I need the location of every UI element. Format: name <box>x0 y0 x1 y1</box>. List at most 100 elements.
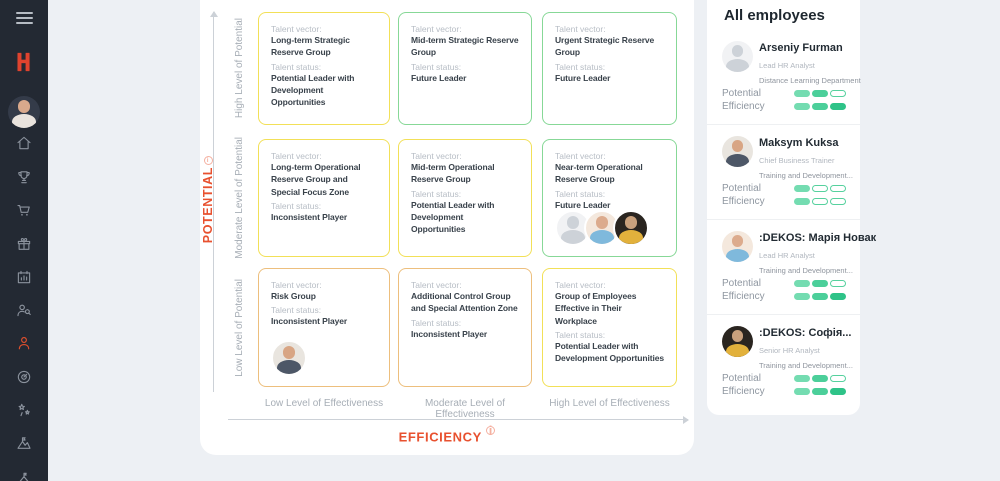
employee-role: Senior HR Analyst <box>759 346 820 355</box>
potential-axis-arrow <box>209 11 218 392</box>
employee-card[interactable]: Maksym Kuksa Chief Business Trainer Trai… <box>707 125 860 220</box>
talent-status-value: Potential Leader with Development Opport… <box>411 199 495 235</box>
efficiency-axis-title: EFFICIENCY <box>200 426 694 446</box>
potential-row: Potential <box>722 182 846 194</box>
matrix-cell-moderate-high[interactable]: Talent vector: Near-term Operational Res… <box>542 139 677 257</box>
level-pill <box>812 89 828 97</box>
potential-row: Potential <box>722 87 846 99</box>
profile-avatar-button[interactable] <box>0 95 48 129</box>
talent-status-value: Potential Leader with Development Opport… <box>271 72 355 108</box>
talent-vector-value: Urgent Strategic Reserve Group <box>555 35 655 58</box>
talent-status-label: Talent status: <box>271 305 322 316</box>
sidebar-item-goals[interactable] <box>0 368 48 386</box>
level-pill <box>794 184 810 192</box>
employee-name: :DEKOS: Марія Новак <box>759 232 877 244</box>
potential-label: Potential <box>722 277 761 289</box>
potential-label: Potential <box>722 372 761 384</box>
matrix-cell-moderate-moderate[interactable]: Talent vector: Mid-term Operational Rese… <box>398 139 532 257</box>
sidebar-item-reports[interactable] <box>0 268 48 286</box>
employee-avatar <box>722 136 753 167</box>
matrix-cell-low-high[interactable]: Talent vector: Group of Employees Effect… <box>542 268 677 387</box>
talent-vector-value: Risk Group <box>271 291 316 301</box>
app-logo[interactable]: H <box>0 44 48 80</box>
matrix-cell-moderate-low[interactable]: Talent vector: Long-term Operational Res… <box>258 139 390 257</box>
talent-vector-value: Mid-term Strategic Reserve Group <box>411 35 519 58</box>
potential-row: Potential <box>722 372 846 384</box>
employee-avatar <box>722 326 753 357</box>
talent-status-label: Talent status: <box>555 61 606 72</box>
matrix-cell-low-moderate[interactable]: Talent vector: Additional Control Group … <box>398 268 532 387</box>
matrix-cell-high-low[interactable]: Talent vector: Long-term Strategic Reser… <box>258 12 390 125</box>
info-icon[interactable] <box>486 426 496 435</box>
employee-avatar <box>722 41 753 72</box>
employee-role: Lead HR Analyst <box>759 251 815 260</box>
sidebar-item-talent-search[interactable] <box>0 301 48 319</box>
talent-vector-label: Talent vector: <box>555 151 606 161</box>
employee-avatar[interactable] <box>271 340 307 376</box>
efficiency-row: Efficiency <box>722 100 846 112</box>
info-icon[interactable] <box>203 156 213 166</box>
efficiency-pills <box>794 102 846 110</box>
employee-card[interactable]: :DEKOS: Марія Новак Lead HR Analyst Trai… <box>707 220 876 315</box>
efficiency-label: Efficiency <box>722 100 765 112</box>
employees-panel: All employees Arseniy Furman Lead HR Ana… <box>707 0 876 415</box>
employee-card[interactable]: :DEKOS: Софія... Senior HR Analyst Train… <box>707 315 860 410</box>
sidebar-item-employees[interactable] <box>0 334 48 352</box>
level-pill <box>830 184 846 192</box>
y-level-high: High Level of Potential <box>233 18 245 119</box>
employee-card[interactable]: Arseniy Furman Lead HR Analyst Distance … <box>707 30 861 125</box>
sidebar-item-home[interactable] <box>0 134 48 152</box>
level-pill <box>830 197 846 205</box>
talent-status-label: Talent status: <box>411 317 462 328</box>
logo-letter: H <box>15 47 33 77</box>
cell-avatar-group <box>271 340 307 376</box>
employee-icon <box>18 337 30 350</box>
team-search-icon <box>17 304 31 317</box>
efficiency-pills <box>794 197 846 205</box>
talent-vector-value: Long-term Operational Reserve Group and … <box>271 162 361 197</box>
talent-status-label: Talent status: <box>271 61 322 72</box>
talent-vector-label: Talent vector: <box>411 151 462 161</box>
sidebar-item-store[interactable] <box>0 201 48 219</box>
sidebar-item-rewards[interactable] <box>0 235 48 253</box>
efficiency-row: Efficiency <box>722 196 846 207</box>
sidebar-item-achievements[interactable] <box>0 401 48 419</box>
home-icon <box>17 136 31 150</box>
level-pill <box>830 292 846 300</box>
sidebar-item-awards[interactable] <box>0 168 48 186</box>
level-pill <box>830 89 846 97</box>
level-pill <box>812 102 828 110</box>
cart-icon <box>17 204 30 216</box>
employees-panel-title: All employees <box>724 7 825 24</box>
level-pill <box>812 374 828 382</box>
efficiency-pills <box>794 292 846 300</box>
employee-avatar[interactable] <box>613 210 649 246</box>
talent-status-value: Future Leader <box>555 72 611 83</box>
matrix-cell-high-high[interactable]: Talent vector: Urgent Strategic Reserve … <box>542 12 677 125</box>
matrix-cell-high-moderate[interactable]: Talent vector: Mid-term Strategic Reserv… <box>398 12 532 125</box>
employee-department: Training and Development... <box>759 361 853 370</box>
employee-role: Lead HR Analyst <box>759 61 815 70</box>
calendar-stats-icon <box>17 270 31 284</box>
level-pill <box>794 292 810 300</box>
sidebar-item-progress[interactable] <box>0 434 48 452</box>
level-pill <box>794 89 810 97</box>
level-pill <box>794 387 810 395</box>
level-pill <box>812 279 828 287</box>
talent-vector-value: Near-term Operational Reserve Group <box>555 162 643 185</box>
talent-vector-value: Additional Control Group and Special Att… <box>411 291 518 314</box>
mountain-flag-icon <box>17 437 31 449</box>
potential-label: Potential <box>722 87 761 99</box>
level-pill <box>830 387 846 395</box>
talent-status-label: Talent status: <box>271 200 322 211</box>
level-pill <box>794 197 810 205</box>
talent-vector-value: Mid-term Operational Reserve Group <box>411 162 495 185</box>
menu-button[interactable] <box>0 9 48 27</box>
talent-status-label: Talent status: <box>411 61 462 72</box>
sidebar-item-milestones[interactable] <box>0 468 48 481</box>
employee-department: Training and Development... <box>759 171 853 180</box>
x-level-moderate: Moderate Level of Effectiveness <box>424 398 506 420</box>
employee-name: Maksym Kuksa <box>759 137 839 149</box>
potential-label: Potential <box>722 182 761 194</box>
matrix-cell-low-low[interactable]: Talent vector: Risk Group Talent status:… <box>258 268 390 387</box>
